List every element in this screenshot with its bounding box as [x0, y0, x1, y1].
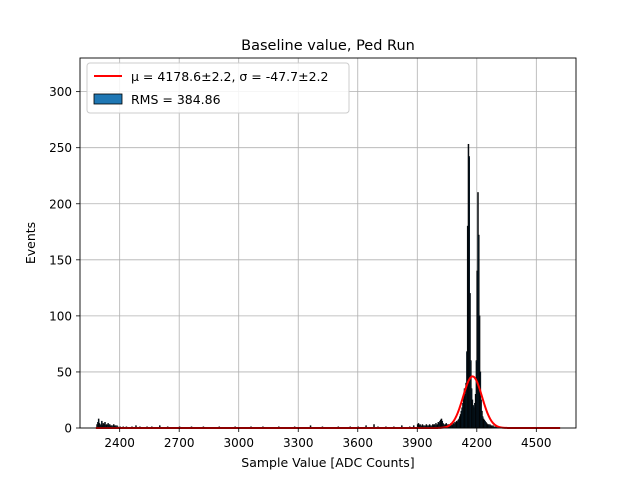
x-axis-ticks: 2400 2700 3000 3300 3600 3900 4200 4500 [104, 428, 552, 450]
y-axis-label: Events [23, 222, 38, 264]
legend: μ = 4178.6±2.2, σ = -47.7±2.2 RMS = 384.… [86, 62, 350, 114]
x-tick-label: 4500 [521, 436, 552, 450]
y-tick-label: 300 [49, 85, 72, 99]
x-tick-label: 3600 [342, 436, 373, 450]
legend-box [86, 62, 350, 114]
x-tick-label: 3300 [283, 436, 314, 450]
x-axis-label: Sample Value [ADC Counts] [241, 455, 414, 470]
legend-rms-patch-swatch [93, 93, 123, 105]
legend-rms-label: RMS = 384.86 [131, 92, 221, 107]
x-tick-label: 4200 [462, 436, 493, 450]
legend-fit-label: μ = 4178.6±2.2, σ = -47.7±2.2 [131, 69, 328, 84]
y-tick-label: 50 [57, 365, 72, 379]
y-tick-label: 150 [49, 253, 72, 267]
y-tick-label: 100 [49, 309, 72, 323]
x-tick-label: 3900 [402, 436, 433, 450]
x-tick-label: 2400 [104, 436, 135, 450]
x-tick-label: 2700 [164, 436, 195, 450]
y-tick-label: 200 [49, 197, 72, 211]
plot-frame [79, 57, 577, 429]
y-tick-label: 250 [49, 141, 72, 155]
y-axis-ticks: 0 50 100 150 200 250 300 [49, 85, 80, 436]
y-tick-label: 0 [64, 422, 72, 436]
x-tick-label: 3000 [223, 436, 254, 450]
chart-title: Baseline value, Ped Run [241, 38, 415, 54]
